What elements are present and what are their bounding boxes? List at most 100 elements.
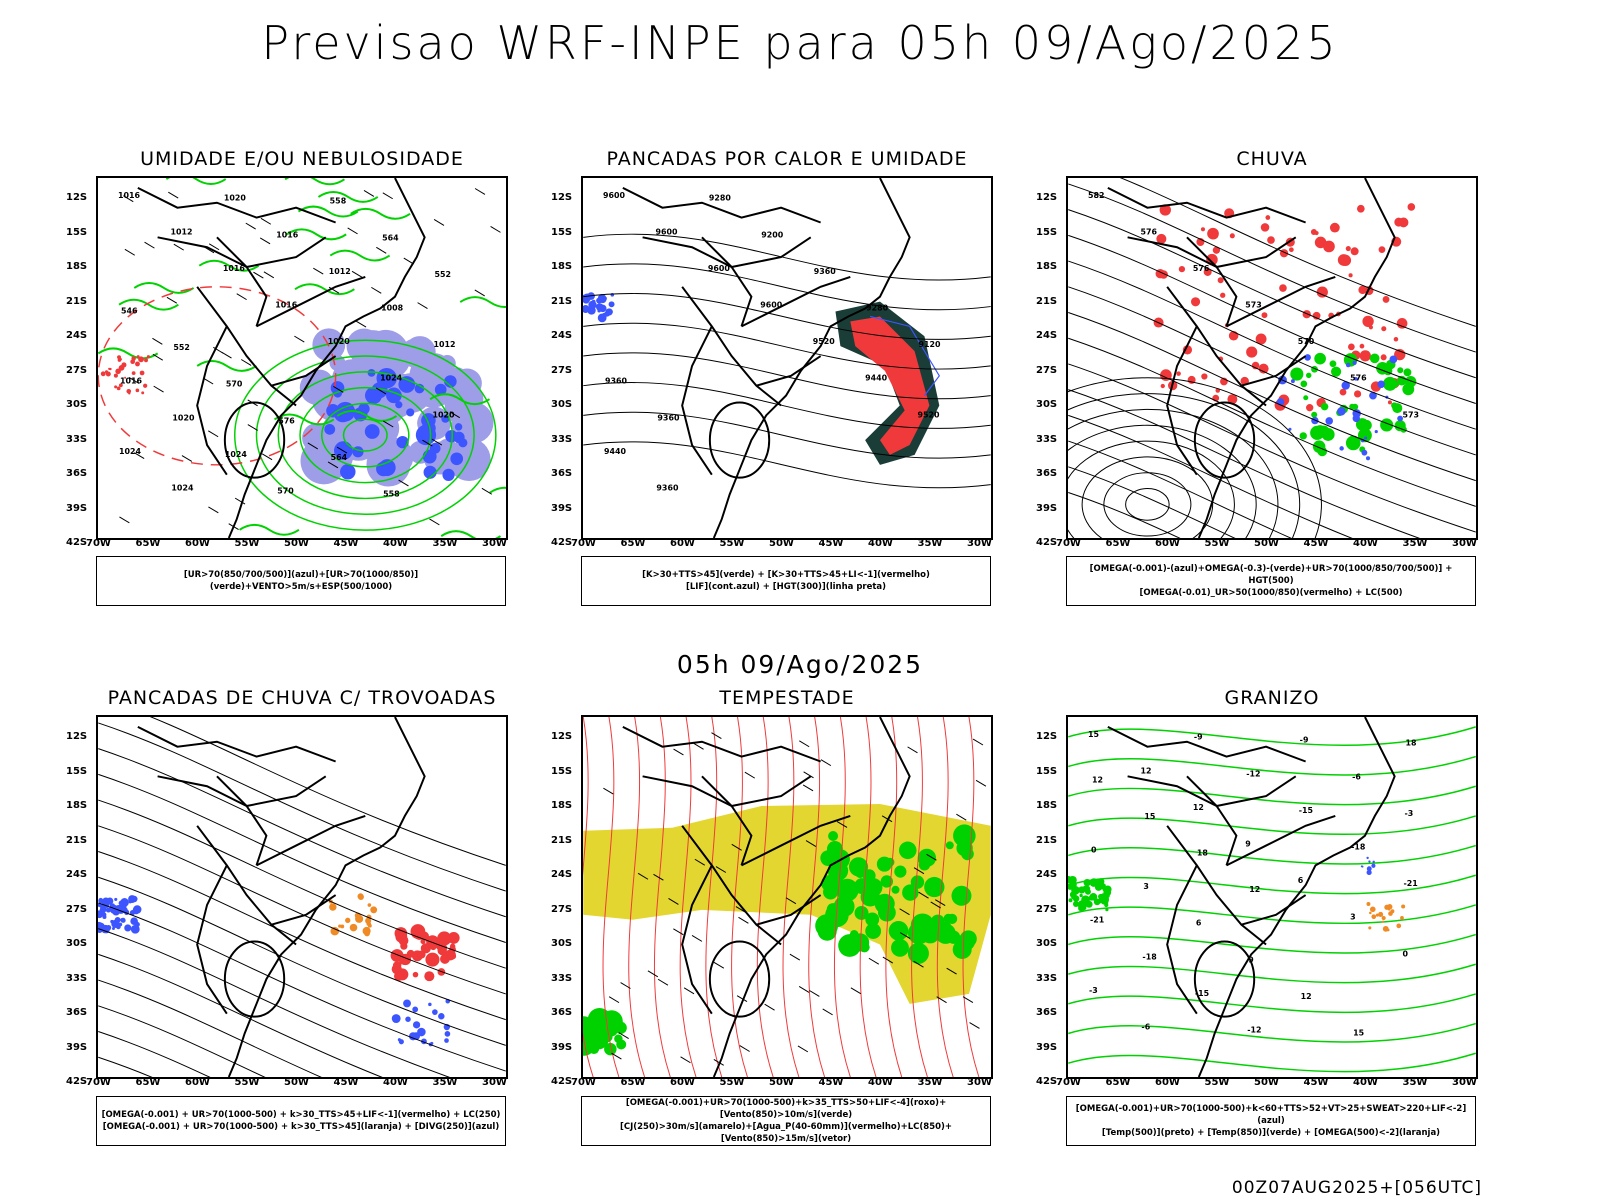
contour-label: 564 bbox=[331, 453, 348, 462]
contour-label: 3 bbox=[1350, 913, 1356, 922]
contour-label: 552 bbox=[435, 270, 452, 279]
lat-tick-label: 39S bbox=[1036, 1041, 1058, 1053]
contour-label: 6 bbox=[1298, 876, 1304, 885]
legend-line: [UR>70(850/700/500)](azul)+[UR>70(1000/8… bbox=[183, 570, 419, 592]
contour-label: 3 bbox=[1143, 882, 1149, 891]
legend-box: [K>30+TTS>45](verde) + [K>30+TTS>45+LI<-… bbox=[581, 556, 991, 606]
lon-tick-label: 60W bbox=[670, 1077, 695, 1088]
lat-tick-label: 39S bbox=[1036, 502, 1058, 514]
contour-label: 558 bbox=[383, 489, 400, 498]
lat-tick-label: 39S bbox=[551, 502, 573, 514]
lon-tick-label: 45W bbox=[818, 1077, 844, 1088]
lon-tick-label: 55W bbox=[234, 538, 260, 549]
lon-tick-label: 65W bbox=[1105, 538, 1131, 549]
lon-tick-label: 50W bbox=[769, 538, 794, 549]
contour-label: -9 bbox=[1300, 736, 1309, 745]
lat-tick-label: 27S bbox=[1036, 364, 1058, 376]
lat-tick-label: 18S bbox=[66, 800, 88, 811]
lon-tick-label: 40W bbox=[868, 538, 893, 549]
lon-tick-label: 50W bbox=[1254, 1077, 1279, 1088]
legend-line: [OMEGA(-0.001)+UR>70(1000-500)+k<60+TTS>… bbox=[1075, 1104, 1467, 1126]
lat-tick-label: 36S bbox=[551, 468, 573, 479]
footer-timestamp: 00Z07AUG2025+[056UTC] bbox=[1231, 1178, 1482, 1198]
lon-tick-label: 30W bbox=[1452, 538, 1477, 549]
contour-label: 570 bbox=[277, 486, 294, 495]
contour-label: 18 bbox=[1197, 848, 1209, 857]
contour-label: -6 bbox=[1141, 1023, 1150, 1032]
contour-label: 1020 bbox=[328, 337, 351, 346]
contour-label: 1016 bbox=[275, 301, 298, 310]
lon-tick-label: 50W bbox=[284, 538, 309, 549]
lat-tick-label: 42S bbox=[66, 1076, 88, 1087]
lon-tick-label: 55W bbox=[719, 1077, 745, 1088]
legend-line: [K>30+TTS>45](verde) + [K>30+TTS>45+LI<-… bbox=[642, 570, 930, 580]
map-panel: 15 12 12 9 6 3 0 -3 -6 -9 -12 -15 -18 -21 -21 -18 -15 -12… bbox=[1066, 715, 1478, 1079]
contour-label: 1012 bbox=[170, 227, 192, 236]
contour-label: 1024 bbox=[380, 374, 403, 383]
contour-label: -18 bbox=[1142, 952, 1157, 961]
contour-label: 9 bbox=[1245, 840, 1251, 849]
map-panel bbox=[581, 715, 993, 1079]
mid-caption: 05h 09/Ago/2025 bbox=[676, 650, 924, 679]
contour-label: 15 bbox=[1144, 812, 1155, 821]
lat-tick-label: 42S bbox=[551, 537, 573, 548]
contour-label: 570 bbox=[226, 380, 243, 389]
lat-tick-label: 21S bbox=[551, 834, 573, 846]
contour-label: 576 bbox=[278, 416, 295, 425]
contour-label: -15 bbox=[1299, 806, 1313, 815]
lat-tick-label: 33S bbox=[551, 433, 573, 445]
lon-tick-label: 60W bbox=[185, 1077, 210, 1088]
legend-line: [Temp(500)](preto) + [Temp(850)](verde) … bbox=[1101, 1128, 1441, 1138]
lon-tick-label: 30W bbox=[967, 538, 992, 549]
legend-box: [OMEGA(-0.001)-(azul)+OMEGA(-0.3)-(verde… bbox=[1066, 556, 1476, 606]
panel-title: PANCADAS DE CHUVA C/ TROVOADAS bbox=[107, 687, 497, 709]
contour-label: 1016 bbox=[276, 230, 299, 239]
lon-tick-label: 30W bbox=[482, 1077, 507, 1088]
lat-tick-label: 39S bbox=[66, 1041, 88, 1053]
lon-tick-label: 30W bbox=[482, 538, 507, 549]
weather-map: 582 576 576 573 570 576 573 bbox=[1068, 178, 1476, 538]
weather-map: 9600 9600 9600 9600 9520 9440 9520 9440 9360 9280… bbox=[583, 178, 991, 538]
lat-tick-label: 24S bbox=[1036, 869, 1058, 880]
weather-map: 1016 1012 1016 1016 1020 1024 1020 1024 1024 1020… bbox=[98, 178, 506, 538]
contour-label: 9520 bbox=[813, 337, 836, 346]
lat-tick-label: 36S bbox=[66, 468, 88, 479]
lat-tick-label: 30S bbox=[551, 938, 573, 949]
lon-tick-label: 70W bbox=[1056, 1077, 1081, 1088]
contour-label: 1012 bbox=[434, 340, 456, 349]
lat-tick-label: 24S bbox=[551, 869, 573, 880]
lon-tick-label: 45W bbox=[333, 538, 359, 549]
lon-tick-label: 70W bbox=[86, 1077, 111, 1088]
lat-tick-label: 15S bbox=[551, 765, 573, 777]
contour-label: 1016 bbox=[223, 264, 246, 273]
contour-label: 9360 bbox=[605, 377, 628, 386]
contour-label: 570 bbox=[1298, 337, 1315, 346]
contour-label: 573 bbox=[1403, 410, 1420, 419]
contour-label: 9600 bbox=[760, 301, 783, 310]
lat-tick-label: 12S bbox=[66, 731, 88, 742]
lat-tick-label: 18S bbox=[551, 800, 573, 811]
contour-label: -12 bbox=[1246, 769, 1260, 778]
contour-label: 576 bbox=[1350, 374, 1367, 383]
lat-tick-label: 33S bbox=[66, 433, 88, 445]
lat-tick-label: 24S bbox=[66, 869, 88, 880]
lat-tick-label: 21S bbox=[1036, 834, 1058, 846]
lon-tick-label: 50W bbox=[1254, 538, 1279, 549]
lat-tick-label: 36S bbox=[1036, 1007, 1058, 1018]
legend-line: [CJ(250)>30m/s](amarelo)+[Agua_P(40-60mm… bbox=[619, 1122, 953, 1144]
contour-label: 558 bbox=[330, 197, 347, 206]
lon-tick-label: 45W bbox=[333, 1077, 359, 1088]
contour-label: 9280 bbox=[866, 304, 889, 313]
lon-tick-label: 35W bbox=[917, 1077, 943, 1088]
contour-label: 1016 bbox=[120, 377, 143, 386]
contour-label: 9360 bbox=[814, 267, 837, 276]
lat-tick-label: 30S bbox=[551, 399, 573, 410]
contour-label: 1008 bbox=[381, 304, 404, 313]
lon-tick-label: 40W bbox=[1353, 1077, 1378, 1088]
contour-label: 1016 bbox=[118, 191, 141, 200]
contour-label: 9600 bbox=[655, 227, 678, 236]
lon-tick-label: 55W bbox=[1204, 1077, 1230, 1088]
lat-tick-label: 30S bbox=[66, 938, 88, 949]
panel-title: TEMPESTADE bbox=[719, 687, 855, 709]
lon-tick-label: 60W bbox=[1155, 538, 1180, 549]
